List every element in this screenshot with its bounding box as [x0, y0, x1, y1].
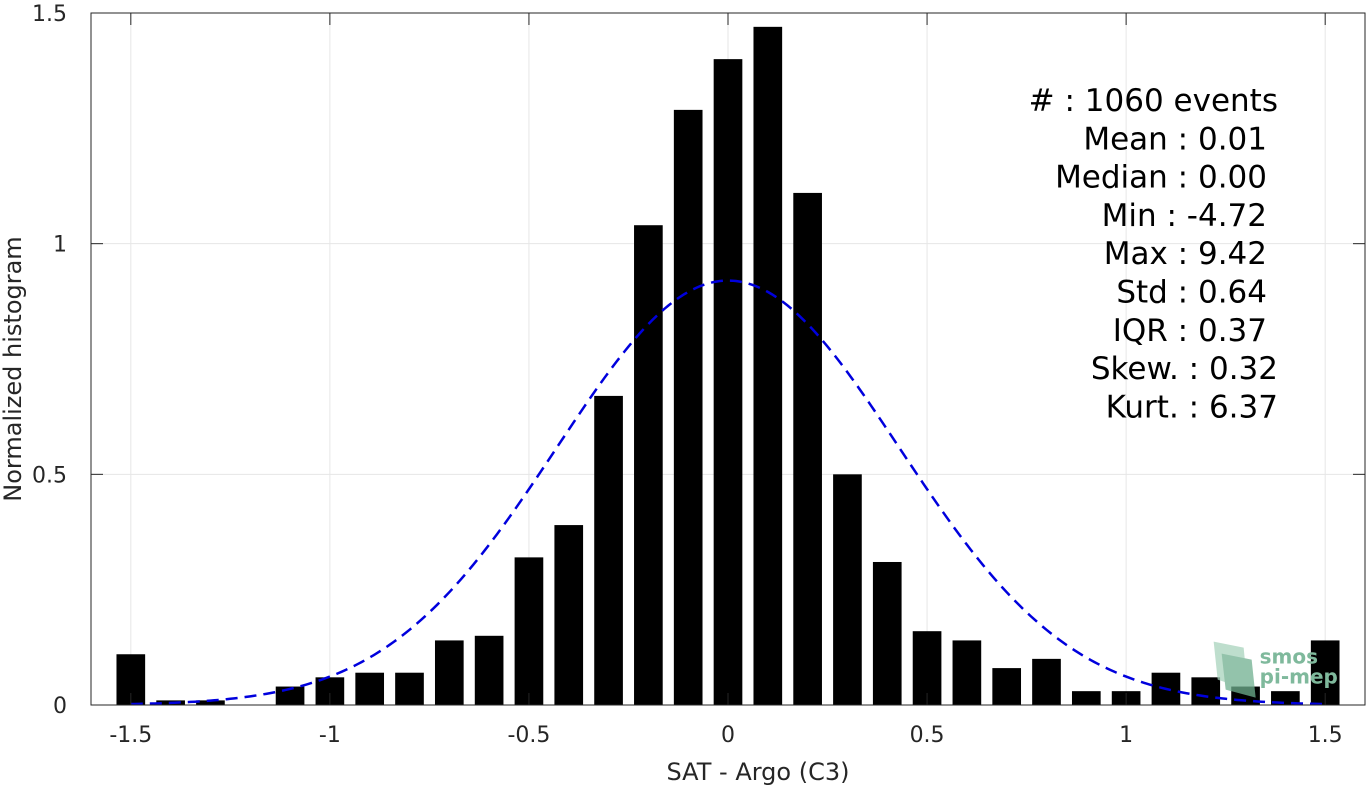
stats-line: Std : 0.64 [1116, 275, 1267, 311]
logo-text-line: pi-mep [1260, 665, 1338, 689]
histogram-bar [1032, 658, 1061, 705]
gaussian-fit-curve [130, 279, 1326, 706]
histogram-bar [474, 635, 504, 705]
x-tick-label: -0.5 [507, 723, 550, 748]
x-tick-labels: -1.5 -1 -0.5 0 0.5 1 1.5 [109, 723, 1342, 748]
histogram-bar [395, 672, 424, 705]
histogram-bar [713, 59, 743, 705]
histogram-bar [554, 525, 584, 705]
stats-line: Min : -4.72 [1102, 198, 1267, 234]
y-tick-labels: 0 0.5 1 1.5 [32, 2, 67, 719]
histogram-bar [793, 192, 822, 706]
histogram-bars [116, 26, 1340, 706]
histogram-bar [833, 474, 862, 705]
x-tick-label: 1 [1119, 723, 1133, 748]
stats-line: # : 1060 events [1029, 83, 1278, 119]
histogram-bar [753, 26, 783, 705]
stats-line: Max : 9.42 [1104, 236, 1267, 272]
histogram-bar [992, 668, 1022, 705]
logo-shape [1213, 641, 1256, 698]
stats-line: IQR : 0.37 [1113, 313, 1267, 349]
histogram-bar [673, 109, 703, 705]
y-tick-label: 1.5 [32, 2, 67, 27]
stats-line: Skew. : 0.32 [1091, 351, 1278, 387]
stats-line: Kurt. : 6.37 [1106, 389, 1278, 425]
histogram-bar [196, 700, 225, 705]
histogram-bar [952, 640, 982, 705]
x-tick-label: -1 [319, 723, 341, 748]
stats-line: Mean : 0.01 [1083, 121, 1267, 157]
histogram-bar [514, 557, 544, 705]
stats-line: Median : 0.00 [1055, 160, 1267, 196]
x-axis-title: SAT - Argo (C3) [667, 758, 850, 786]
histogram-bar [1191, 677, 1221, 705]
axis-ticks [91, 12, 1365, 706]
x-tick-label: 1.5 [1308, 723, 1343, 748]
y-tick-label: 0.5 [32, 463, 67, 488]
histogram-bar [434, 640, 464, 705]
histogram-bar [355, 672, 385, 705]
histogram-bar [872, 561, 902, 705]
x-tick-label: 0 [721, 723, 735, 748]
histogram-bar [1071, 691, 1101, 705]
logo-leaf-front [1221, 653, 1256, 698]
y-tick-label: 0 [53, 694, 67, 719]
histogram-bar [912, 631, 942, 705]
y-axis-title: Normalized histogram [0, 236, 27, 501]
histogram-bar [634, 225, 663, 706]
x-tick-label: -1.5 [109, 723, 152, 748]
y-tick-label: 1 [53, 233, 67, 258]
x-tick-label: 0.5 [910, 723, 945, 748]
histogram-bar [594, 395, 623, 705]
logo-text-line: smos [1260, 645, 1318, 669]
